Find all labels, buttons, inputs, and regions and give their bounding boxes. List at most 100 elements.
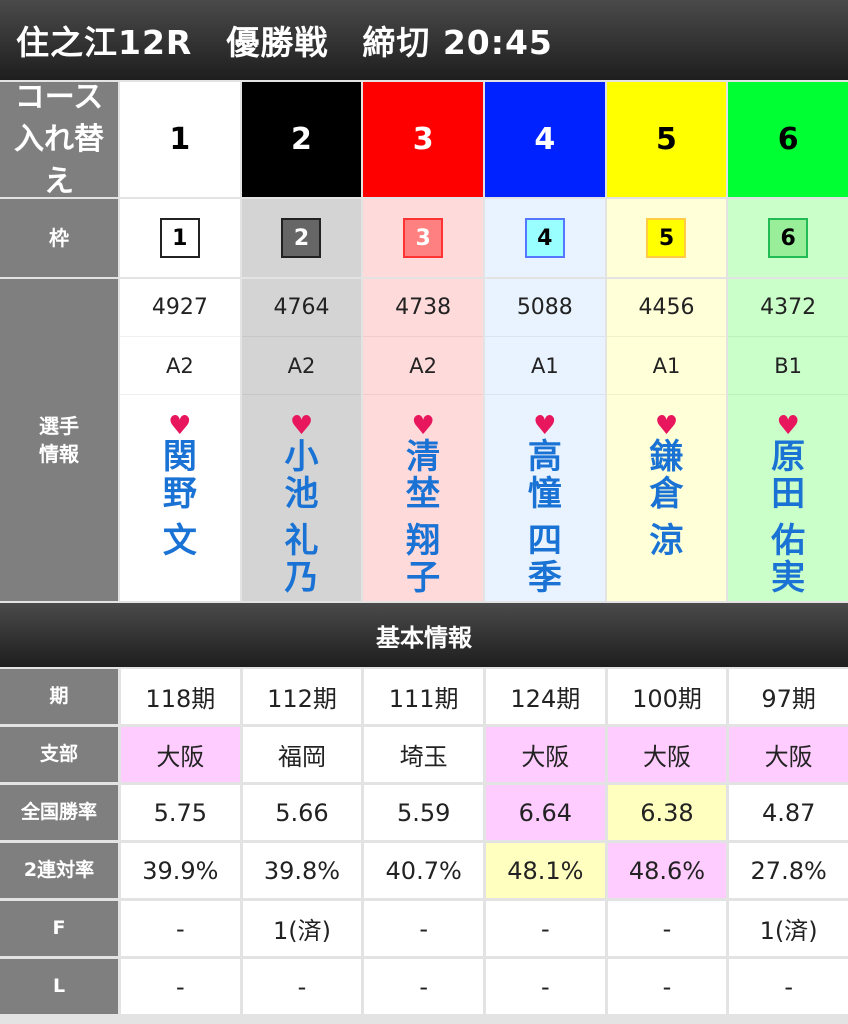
national-cell: 6.64 xyxy=(485,785,605,840)
course-cell[interactable]: 3 xyxy=(363,82,483,197)
rentai-cell: 39.8% xyxy=(242,843,362,898)
section-basic-info: 基本情報 xyxy=(0,603,848,667)
row-header-f: F xyxy=(0,901,118,956)
player-class: B1 xyxy=(728,337,848,395)
row-header-l: L xyxy=(0,959,118,1014)
l-cell: - xyxy=(729,959,848,1014)
ki-cell: 111期 xyxy=(364,669,483,724)
national-cell: 5.75 xyxy=(121,785,240,840)
heart-icon[interactable]: ♥ xyxy=(411,411,435,441)
l-cell: - xyxy=(485,959,605,1014)
player-name-block[interactable]: ♥ 関野文 xyxy=(120,395,240,601)
row-header-branch: 支部 xyxy=(0,727,118,782)
player-class: A2 xyxy=(241,337,362,395)
registration-number: 4738 xyxy=(363,279,483,337)
f-cell: - xyxy=(607,901,727,956)
rentai-cell: 39.9% xyxy=(121,843,240,898)
player-name[interactable]: 原田 佑実 xyxy=(768,439,808,597)
f-cell: - xyxy=(485,901,605,956)
player-name-block[interactable]: ♥ 高憧 四季 xyxy=(485,395,605,601)
player-surname[interactable]: 高憧 xyxy=(527,437,562,514)
player-given-name[interactable]: 礼乃 xyxy=(284,521,319,598)
course-cell[interactable]: 5 xyxy=(606,82,727,197)
branch-cell: 大阪 xyxy=(121,727,240,782)
row-header-player: 選手 情報 xyxy=(0,279,118,601)
course-cell[interactable]: 6 xyxy=(728,82,848,197)
player-name[interactable]: 小池 礼乃 xyxy=(281,439,321,597)
player-info-cell: 4764 A2 ♥ 小池 礼乃 xyxy=(241,279,362,601)
player-info-cell: 4738 A2 ♥ 清埜 翔子 xyxy=(363,279,483,601)
player-given-name[interactable]: 四季 xyxy=(527,521,562,598)
national-cell: 5.66 xyxy=(242,785,362,840)
player-name-block[interactable]: ♥ 原田 佑実 xyxy=(728,395,848,601)
course-cell[interactable]: 1 xyxy=(120,82,240,197)
course-cell[interactable]: 2 xyxy=(241,82,362,197)
registration-number: 4372 xyxy=(728,279,848,337)
player-name[interactable]: 関野文 xyxy=(160,439,200,560)
registration-number: 4456 xyxy=(606,279,727,337)
registration-number: 4927 xyxy=(120,279,240,337)
player-name-block[interactable]: ♥ 清埜 翔子 xyxy=(363,395,483,601)
registration-number: 5088 xyxy=(484,279,605,337)
player-class: A2 xyxy=(120,337,240,395)
l-cell: - xyxy=(121,959,240,1014)
player-class: A2 xyxy=(363,337,483,395)
player-surname[interactable]: 関野 xyxy=(162,437,197,514)
ki-cell: 97期 xyxy=(729,669,848,724)
heart-icon[interactable]: ♥ xyxy=(533,411,557,441)
player-given-name[interactable]: 翔子 xyxy=(406,521,441,598)
heart-icon[interactable]: ♥ xyxy=(654,411,679,441)
waku-badge: 4 xyxy=(524,218,565,258)
waku-cell: 3 xyxy=(363,199,483,277)
branch-cell: 埼玉 xyxy=(364,727,483,782)
waku-badge: 1 xyxy=(159,218,200,258)
heart-icon[interactable]: ♥ xyxy=(776,411,800,441)
rentai-cell: 48.6% xyxy=(607,843,727,898)
waku-cell: 6 xyxy=(728,199,848,277)
rentai-cell: 40.7% xyxy=(364,843,483,898)
waku-badge: 2 xyxy=(281,218,322,258)
l-cell: - xyxy=(364,959,483,1014)
f-cell: 1(済) xyxy=(729,901,848,956)
player-info-cell: 4927 A2 ♥ 関野文 xyxy=(120,279,240,601)
national-cell: 5.59 xyxy=(364,785,483,840)
entry-grid: コース 入れ替え 1 2 3 4 5 6 枠 1 2 3 4 5 6 選手 情報 4927 A2 ♥ 関野文 4764… xyxy=(0,80,848,601)
l-cell: - xyxy=(607,959,727,1014)
heart-icon[interactable]: ♥ xyxy=(289,411,314,441)
f-cell: - xyxy=(121,901,240,956)
player-name[interactable]: 高憧 四季 xyxy=(525,439,565,597)
player-class: A1 xyxy=(606,337,727,395)
branch-cell: 福岡 xyxy=(242,727,362,782)
player-name-block[interactable]: ♥ 鎌倉涼 xyxy=(607,395,727,601)
player-given-name[interactable]: 佑実 xyxy=(771,521,806,598)
player-name[interactable]: 鎌倉涼 xyxy=(646,439,686,560)
ki-cell: 100期 xyxy=(607,669,727,724)
player-given-name[interactable]: 涼 xyxy=(649,521,684,561)
player-name[interactable]: 清埜 翔子 xyxy=(403,439,443,597)
player-surname[interactable]: 原田 xyxy=(771,437,806,514)
player-surname[interactable]: 清埜 xyxy=(406,437,441,514)
l-cell: - xyxy=(242,959,362,1014)
player-name-block[interactable]: ♥ 小池 礼乃 xyxy=(242,395,362,601)
ki-cell: 112期 xyxy=(242,669,362,724)
player-info-cell: 4456 A1 ♥ 鎌倉涼 xyxy=(606,279,727,601)
waku-badge: 3 xyxy=(403,218,444,258)
course-cell[interactable]: 4 xyxy=(484,82,605,197)
branch-cell: 大阪 xyxy=(729,727,848,782)
waku-cell: 5 xyxy=(606,199,727,277)
rentai-cell: 48.1% xyxy=(485,843,605,898)
race-title: 住之江12R 優勝戦 締切 20:45 xyxy=(0,0,848,80)
national-cell: 6.38 xyxy=(607,785,727,840)
player-given-name[interactable]: 文 xyxy=(162,521,197,561)
row-header-waku: 枠 xyxy=(0,199,118,277)
heart-icon[interactable]: ♥ xyxy=(168,411,192,441)
f-cell: 1(済) xyxy=(242,901,362,956)
waku-cell: 2 xyxy=(241,199,362,277)
ki-cell: 118期 xyxy=(121,669,240,724)
player-surname[interactable]: 小池 xyxy=(284,437,319,514)
branch-cell: 大阪 xyxy=(607,727,727,782)
player-surname[interactable]: 鎌倉 xyxy=(649,437,684,514)
ki-cell: 124期 xyxy=(485,669,605,724)
f-cell: - xyxy=(364,901,483,956)
rentai-cell: 27.8% xyxy=(729,843,848,898)
